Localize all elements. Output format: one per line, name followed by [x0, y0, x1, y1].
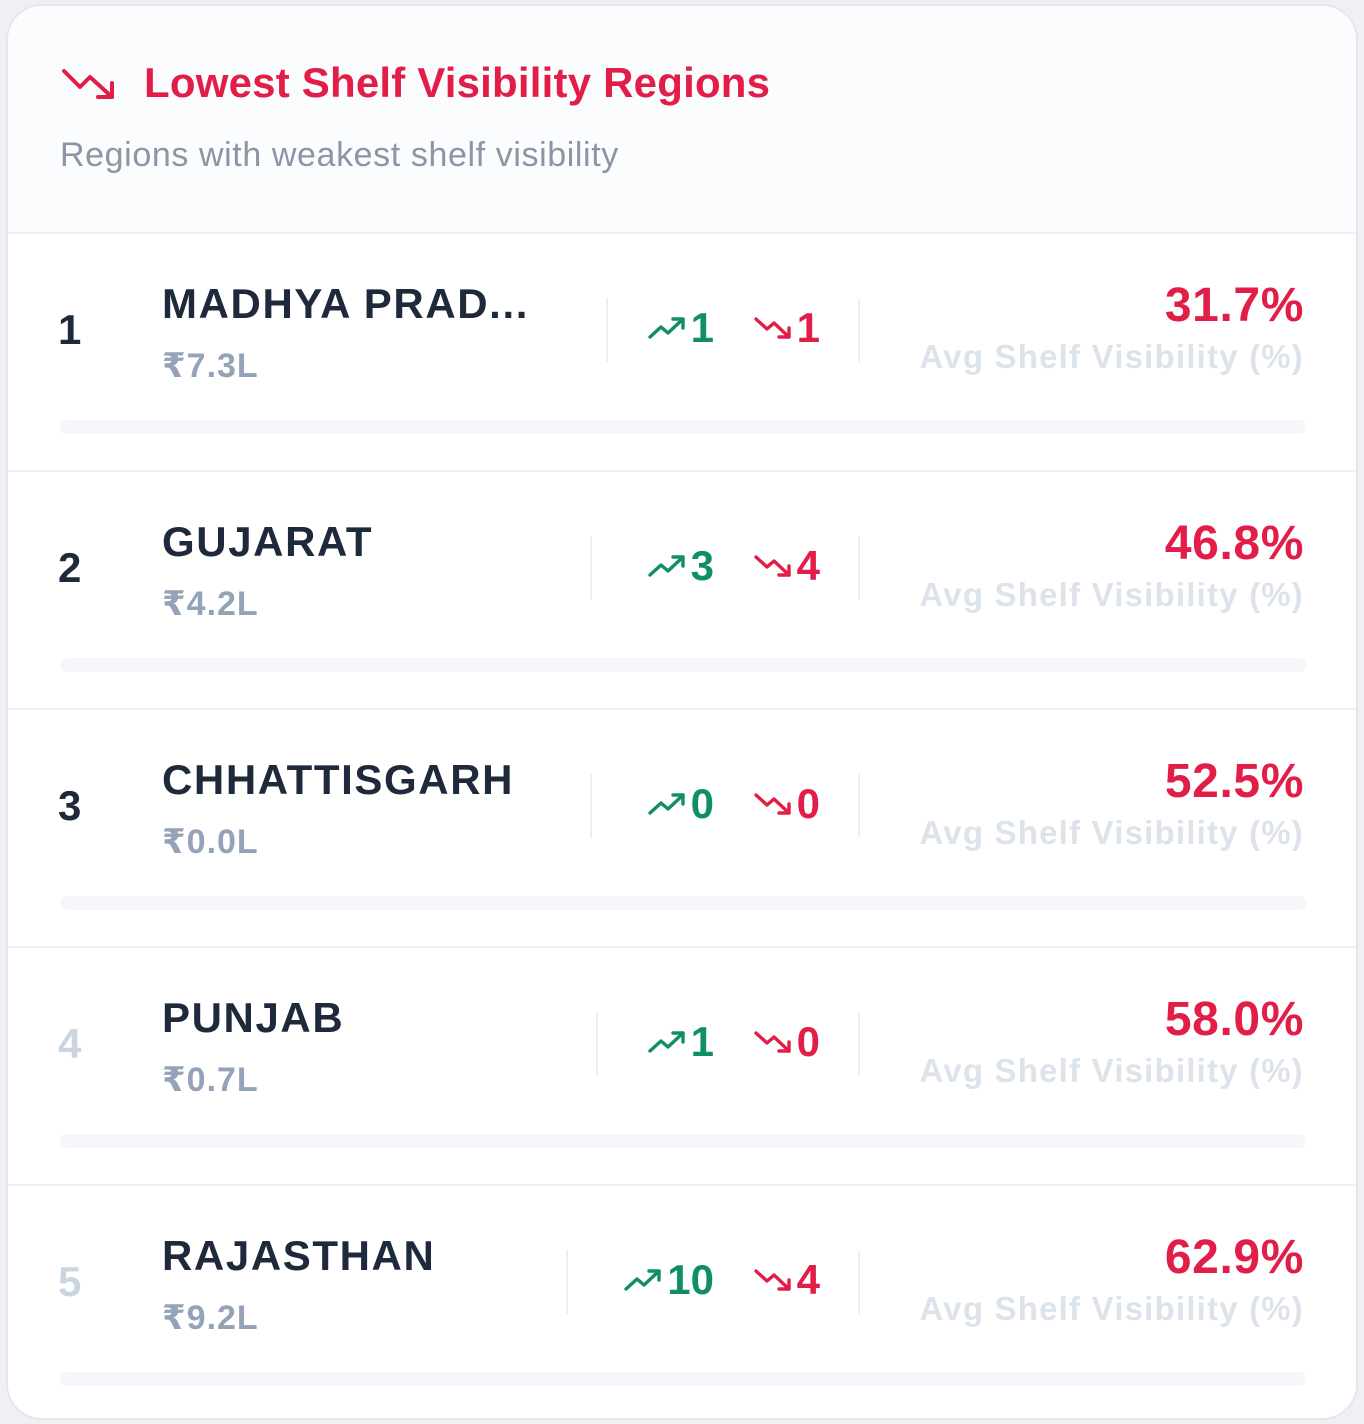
column-divider	[590, 774, 592, 838]
region-name: GUJARAT	[162, 518, 374, 565]
region-amount: ₹0.7L	[162, 1061, 259, 1099]
visibility-bar	[60, 420, 1306, 434]
visibility-percent: 62.9%	[1164, 1231, 1304, 1284]
down-count-value: 4	[796, 542, 820, 589]
region-rank: 5	[58, 1258, 82, 1305]
column-divider	[596, 1012, 598, 1076]
visibility-bar	[60, 896, 1306, 910]
region-row[interactable]: 3 CHHATTISGARH ₹0.0L 0 0 52.5% Avg Shelf…	[8, 710, 1356, 948]
visibility-bar	[60, 658, 1306, 672]
column-divider	[590, 536, 592, 600]
visibility-bar	[60, 1372, 1306, 1386]
trending-up-icon	[647, 793, 685, 815]
trending-down-icon	[753, 555, 791, 577]
down-count: 0	[753, 1018, 820, 1066]
trending-up-icon	[647, 555, 685, 577]
card-header: Lowest Shelf Visibility Regions Regions …	[8, 6, 1356, 234]
visibility-bar	[60, 1134, 1306, 1148]
region-name: CHHATTISGARH	[162, 756, 515, 803]
up-count: 3	[647, 542, 714, 590]
up-count-value: 10	[667, 1256, 714, 1303]
visibility-percent: 46.8%	[1164, 517, 1304, 570]
region-row[interactable]: 2 GUJARAT ₹4.2L 3 4 46.8% Avg Shelf Visi…	[8, 472, 1356, 710]
region-amount: ₹4.2L	[162, 585, 259, 623]
region-rank: 3	[58, 782, 82, 829]
region-row[interactable]: 5 RAJASTHAN ₹9.2L 10 4 62.9% Avg Shelf V…	[8, 1186, 1356, 1418]
down-count: 4	[753, 1256, 820, 1304]
column-divider	[858, 536, 860, 600]
down-count-value: 0	[796, 1018, 820, 1065]
visibility-percent: 58.0%	[1164, 993, 1304, 1046]
down-count-value: 4	[796, 1256, 820, 1303]
up-count-value: 1	[690, 1018, 714, 1065]
down-count: 4	[753, 542, 820, 590]
region-row[interactable]: 1 MADHYA PRAD... ₹7.3L 1 1 31.7% Avg She…	[8, 234, 1356, 472]
column-divider	[858, 1250, 860, 1314]
region-amount: ₹0.0L	[162, 823, 259, 861]
region-name: PUNJAB	[162, 994, 345, 1041]
column-divider	[566, 1250, 568, 1314]
region-name: RAJASTHAN	[162, 1232, 436, 1279]
up-count: 1	[647, 304, 714, 352]
trending-up-icon	[647, 1031, 685, 1053]
up-count-value: 0	[690, 780, 714, 827]
region-rank: 4	[58, 1020, 82, 1067]
card-title: Lowest Shelf Visibility Regions	[144, 59, 771, 106]
trending-down-icon	[62, 69, 114, 99]
card-subtitle: Regions with weakest shelf visibility	[60, 136, 619, 174]
region-rank: 1	[58, 306, 82, 353]
up-count-value: 3	[690, 542, 714, 589]
down-count-value: 1	[796, 304, 820, 351]
up-count: 10	[623, 1256, 714, 1304]
trending-down-icon	[753, 1269, 791, 1291]
column-divider	[606, 298, 608, 362]
down-count-value: 0	[796, 780, 820, 827]
trending-down-icon	[753, 317, 791, 339]
down-count: 1	[753, 304, 820, 352]
visibility-label: Avg Shelf Visibility (%)	[919, 814, 1304, 851]
visibility-label: Avg Shelf Visibility (%)	[919, 338, 1304, 375]
trending-down-icon	[753, 1031, 791, 1053]
trending-down-icon	[753, 793, 791, 815]
up-count: 1	[647, 1018, 714, 1066]
column-divider	[858, 774, 860, 838]
up-count-value: 1	[690, 304, 714, 351]
region-amount: ₹7.3L	[162, 347, 259, 385]
column-divider	[858, 1012, 860, 1076]
trending-up-icon	[624, 1269, 661, 1291]
region-rank: 2	[58, 544, 82, 591]
visibility-percent: 31.7%	[1164, 279, 1304, 332]
region-name: MADHYA PRAD...	[162, 280, 529, 327]
trending-up-icon	[647, 317, 685, 339]
visibility-label: Avg Shelf Visibility (%)	[919, 1290, 1304, 1327]
visibility-percent: 52.5%	[1164, 755, 1304, 808]
down-count: 0	[753, 780, 820, 828]
lowest-visibility-card: Lowest Shelf Visibility Regions Regions …	[6, 4, 1358, 1420]
title-row: Lowest Shelf Visibility Regions	[60, 58, 1356, 108]
region-amount: ₹9.2L	[162, 1299, 259, 1337]
visibility-label: Avg Shelf Visibility (%)	[919, 576, 1304, 613]
column-divider	[858, 298, 860, 362]
up-count: 0	[647, 780, 714, 828]
region-row[interactable]: 4 PUNJAB ₹0.7L 1 0 58.0% Avg Shelf Visib…	[8, 948, 1356, 1186]
visibility-label: Avg Shelf Visibility (%)	[919, 1052, 1304, 1089]
